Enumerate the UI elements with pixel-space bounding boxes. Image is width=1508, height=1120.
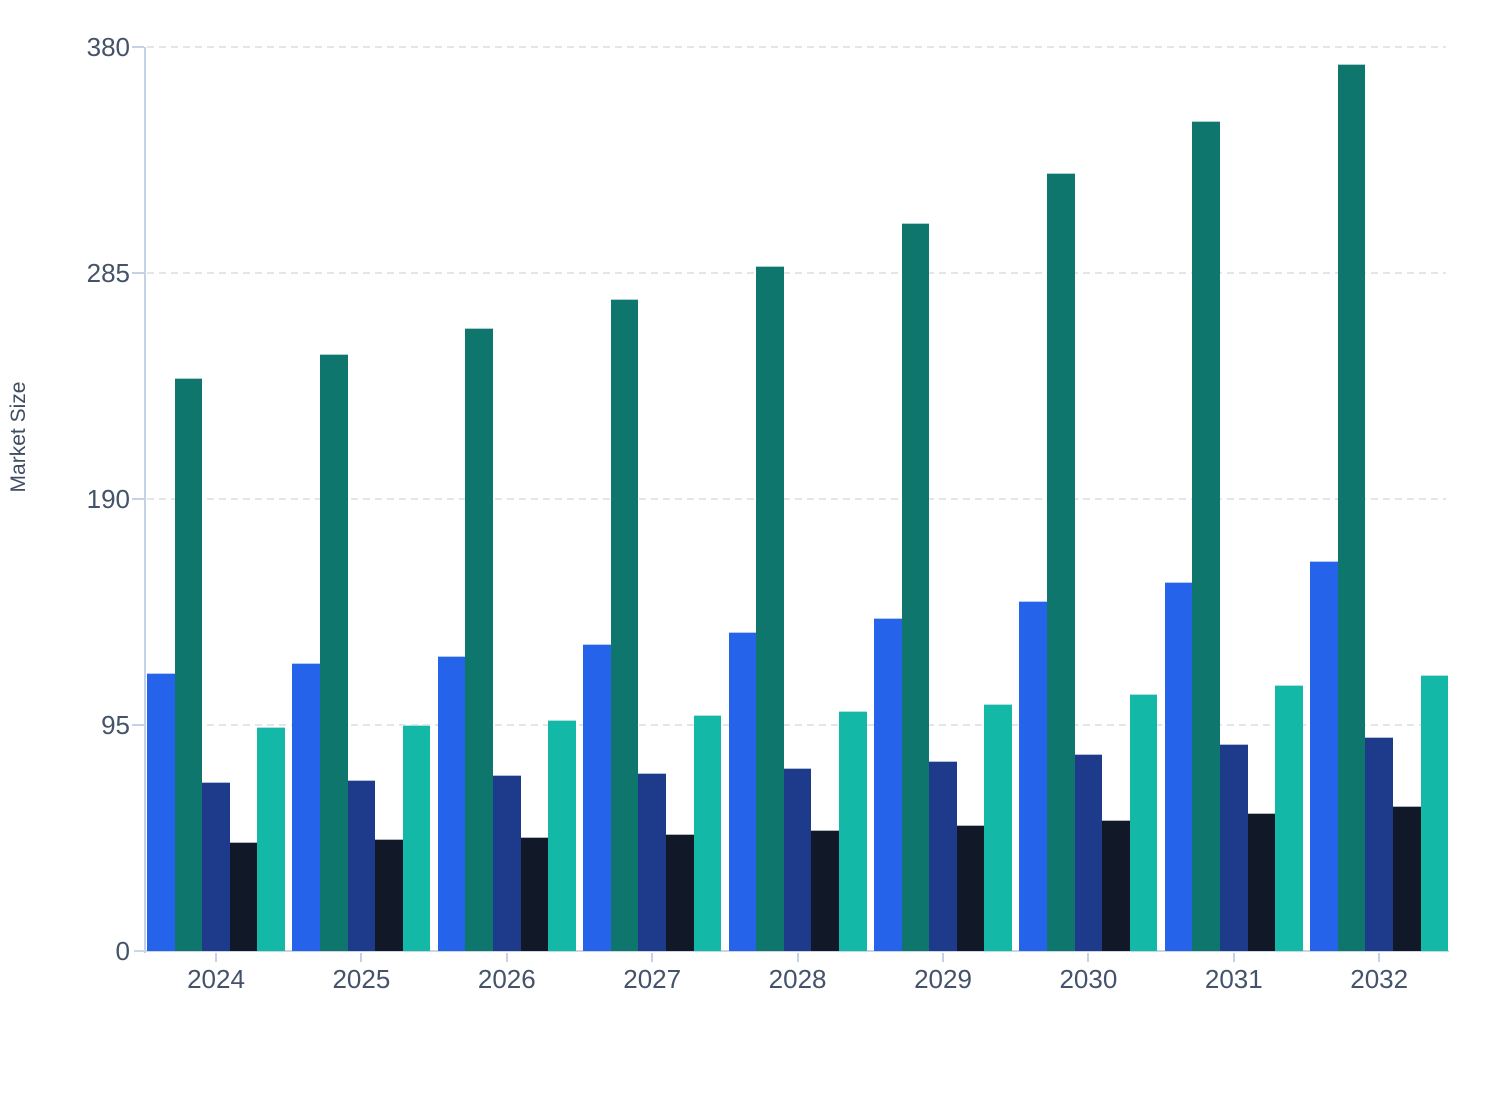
x-tick-label: 2026 [477,964,536,994]
bar-2025-dark-navy[interactable] [375,839,403,951]
y-axis-tick [132,498,144,500]
bar-2026-blue[interactable] [437,656,466,951]
bar-group-2030 [1019,47,1158,951]
x-axis-tick [651,953,654,962]
x-tick-label: 2032 [1350,964,1409,994]
bar-2032-blue[interactable] [1310,560,1338,951]
bar-2024-dark-teal[interactable] [174,377,203,951]
y-axis-tick [132,724,144,726]
bar-2026-dark-teal[interactable] [465,327,493,951]
bar-2027-blue[interactable] [583,644,611,951]
bar-2026-navy[interactable] [492,774,521,951]
x-tick-label: 2031 [1204,964,1263,994]
bar-2032-dark-teal[interactable] [1337,63,1366,951]
bar-2025-navy[interactable] [347,779,376,951]
bar-2028-dark-navy[interactable] [811,829,839,951]
x-axis-tick [942,953,944,962]
bar-2028-dark-teal[interactable] [756,265,784,951]
bar-2029-navy[interactable] [929,760,957,951]
plot-area: 0 95 190 285 380 2024 2025 2026 2027 2028 2029 2030… [87,32,1449,994]
bar-2029-dark-navy[interactable] [956,824,985,951]
y-axis-line [144,47,146,953]
gridline [147,498,1446,500]
bar-2031-navy[interactable] [1219,744,1248,951]
bar-2025-blue[interactable] [292,663,320,951]
bar-2026-dark-navy[interactable] [520,836,549,951]
bar-2031-dark-navy[interactable] [1247,813,1276,951]
bar-group-2032 [1310,47,1449,951]
bar-group-2031 [1164,47,1303,951]
x-tick-label: 2025 [332,964,391,994]
bar-2030-blue[interactable] [1019,601,1047,951]
x-tick-label: 2024 [187,964,245,994]
bar-2025-turquoise[interactable] [402,725,431,951]
gridline [147,46,1446,48]
y-tick-label: 190 [86,484,130,514]
bar-2029-turquoise[interactable] [984,703,1012,951]
bar-2029-dark-teal[interactable] [901,223,930,951]
bar-2028-turquoise[interactable] [838,710,867,951]
bar-2032-navy[interactable] [1365,736,1393,951]
y-tick-label: 380 [86,32,130,62]
x-tick-label: 2028 [768,964,827,994]
bar-group-2025 [292,47,431,951]
y-axis-title: Market Size [7,381,30,493]
bar-group-2029 [874,47,1012,951]
bar-2024-blue[interactable] [147,672,175,951]
x-tick-label: 2030 [1059,964,1118,994]
bar-2027-dark-teal[interactable] [610,299,639,951]
gridline [147,724,1446,726]
bar-2027-navy[interactable] [638,772,666,951]
bar-2027-dark-navy[interactable] [665,834,694,951]
x-axis-tick [360,953,363,962]
bar-group-2024 [147,47,285,951]
bar-2029-blue[interactable] [874,617,902,951]
x-axis-tick [215,953,217,962]
bar-group-2026 [437,47,576,951]
x-axis-tick [1087,953,1090,962]
y-tick-label: 95 [101,710,130,740]
bar-2030-navy[interactable] [1074,753,1103,951]
bar-2031-turquoise[interactable] [1275,684,1303,951]
x-axis-line [134,950,1449,952]
bar-2030-dark-navy[interactable] [1102,820,1130,951]
y-tick-label: 0 [115,936,130,966]
bar-2024-dark-navy[interactable] [229,841,258,951]
y-tick-label: 285 [86,258,130,288]
x-axis-tick [1232,953,1235,962]
y-axis-tick [132,46,144,48]
y-axis-tick [132,272,144,274]
bar-2031-dark-teal[interactable] [1192,120,1220,951]
bar-2030-dark-teal[interactable] [1046,173,1075,951]
bar-2030-turquoise[interactable] [1129,694,1158,951]
gridline [147,272,1446,274]
bar-2024-navy[interactable] [202,782,230,951]
bar-2028-blue[interactable] [728,632,757,951]
bar-group-2027 [583,47,722,951]
x-axis-tick [796,953,799,962]
bar-2031-blue[interactable] [1164,582,1193,951]
x-tick-label: 2029 [914,964,972,994]
bar-2032-dark-navy[interactable] [1392,805,1421,951]
x-tick-label: 2027 [623,964,682,994]
bar-2024-turquoise[interactable] [257,727,285,951]
bar-2028-navy[interactable] [783,767,812,951]
bar-2026-turquoise[interactable] [548,720,576,951]
bar-2032-turquoise[interactable] [1420,675,1449,951]
x-axis-tick [505,953,508,962]
bar-2027-turquoise[interactable] [693,715,722,951]
bar-group-2028 [728,47,867,951]
bar-2025-dark-teal[interactable] [319,353,348,951]
x-axis-tick [1378,953,1381,962]
